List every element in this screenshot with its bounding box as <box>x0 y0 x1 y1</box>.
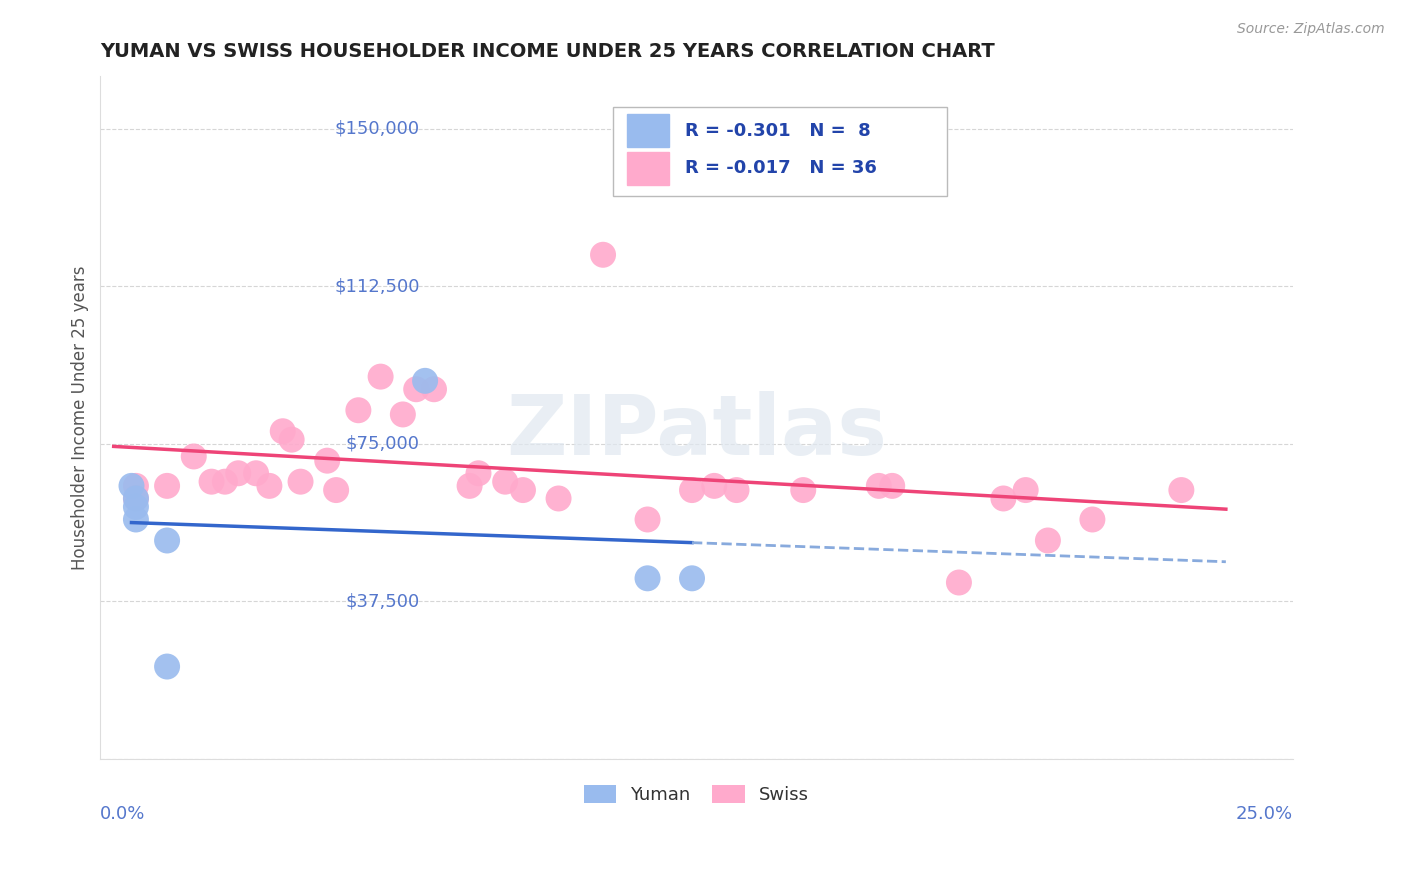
Point <box>156 479 179 493</box>
Point <box>271 424 294 438</box>
Point <box>948 575 970 590</box>
Point <box>868 479 890 493</box>
Text: R = -0.017   N = 36: R = -0.017 N = 36 <box>685 160 876 178</box>
Point <box>423 382 446 396</box>
Point <box>993 491 1015 506</box>
Point <box>1170 483 1192 497</box>
Point <box>121 479 143 493</box>
Text: R = -0.301   N =  8: R = -0.301 N = 8 <box>685 122 870 140</box>
Legend: Yuman, Swiss: Yuman, Swiss <box>576 778 817 812</box>
Point <box>325 483 347 497</box>
Text: 0.0%: 0.0% <box>100 805 146 823</box>
Point <box>725 483 748 497</box>
Point <box>125 512 148 526</box>
Point <box>125 479 148 493</box>
Point <box>259 479 281 493</box>
Text: $112,500: $112,500 <box>335 277 420 295</box>
Point <box>125 491 148 506</box>
Text: $75,000: $75,000 <box>346 435 420 453</box>
Point <box>637 512 659 526</box>
Text: $150,000: $150,000 <box>335 120 420 137</box>
Point <box>214 475 236 489</box>
Point <box>392 408 415 422</box>
Point <box>245 467 267 481</box>
Point <box>370 369 392 384</box>
Bar <box>627 114 669 147</box>
Point <box>1036 533 1059 548</box>
Text: Source: ZipAtlas.com: Source: ZipAtlas.com <box>1237 22 1385 37</box>
Point <box>681 483 703 497</box>
Point <box>467 467 489 481</box>
Point <box>413 374 436 388</box>
FancyBboxPatch shape <box>613 107 946 195</box>
Text: 25.0%: 25.0% <box>1236 805 1292 823</box>
Text: YUMAN VS SWISS HOUSEHOLDER INCOME UNDER 25 YEARS CORRELATION CHART: YUMAN VS SWISS HOUSEHOLDER INCOME UNDER … <box>100 42 995 61</box>
Point <box>637 571 659 585</box>
Point <box>703 479 725 493</box>
Point <box>458 479 481 493</box>
Point <box>405 382 427 396</box>
Point <box>156 533 179 548</box>
Bar <box>627 152 669 185</box>
Point <box>512 483 534 497</box>
Point <box>1081 512 1104 526</box>
Point <box>882 479 904 493</box>
Y-axis label: Householder Income Under 25 years: Householder Income Under 25 years <box>72 265 89 570</box>
Point <box>792 483 814 497</box>
Point <box>125 491 148 506</box>
Point <box>592 248 614 262</box>
Point <box>200 475 222 489</box>
Point <box>156 659 179 673</box>
Text: $37,500: $37,500 <box>346 592 420 610</box>
Point <box>125 500 148 514</box>
Point <box>494 475 516 489</box>
Point <box>280 433 302 447</box>
Point <box>290 475 312 489</box>
Point <box>316 453 339 467</box>
Point <box>681 571 703 585</box>
Point <box>547 491 569 506</box>
Point <box>226 467 249 481</box>
Point <box>347 403 370 417</box>
Point <box>183 450 205 464</box>
Point <box>1014 483 1036 497</box>
Text: ZIPatlas: ZIPatlas <box>506 391 887 472</box>
